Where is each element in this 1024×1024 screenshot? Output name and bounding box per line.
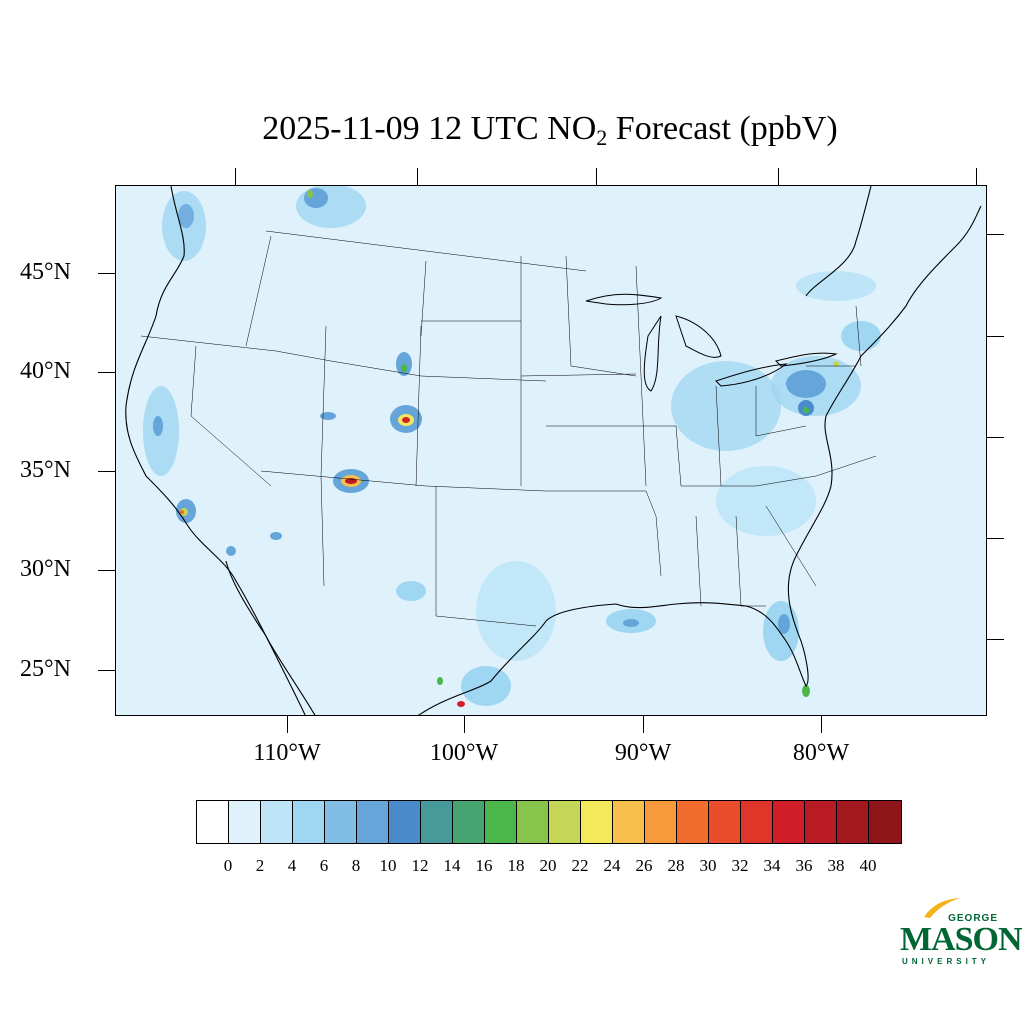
chart-title: 2025-11-09 12 UTC NO2 Forecast (ppbV)	[0, 110, 1024, 151]
colorbar-tick-label: 14	[443, 856, 461, 875]
colorbar-bin-1	[229, 801, 261, 843]
colorbar-tick-label: 40	[859, 856, 877, 875]
colorbar-tick-label: 36	[795, 856, 813, 875]
left-tick-4	[98, 570, 115, 571]
colorbar-tick-label: 16	[475, 856, 493, 875]
colorbar-bin-14	[645, 801, 677, 843]
colorbar-bin-4	[325, 801, 357, 843]
colorbar-bin-3	[293, 801, 325, 843]
title-prefix: 2025-11-09 12 UTC NO	[262, 110, 597, 147]
colorbar-bin-15	[677, 801, 709, 843]
colorbar-tick-label: 30	[699, 856, 717, 875]
bottom-tick-3	[643, 716, 644, 733]
top-tick-1	[235, 168, 236, 185]
plume-southeast	[716, 466, 816, 536]
title-subscript: 2	[596, 125, 608, 150]
colorbar-tick-label: 4	[287, 856, 297, 875]
colorbar-tick-label: 28	[667, 856, 685, 875]
colorbar-bin-6	[389, 801, 421, 843]
colorbar-bin-18	[773, 801, 805, 843]
colorbar-tick-label: 2	[255, 856, 265, 875]
left-tick-5	[98, 670, 115, 671]
right-tick-2	[987, 336, 1004, 337]
colorbar-bin-8	[453, 801, 485, 843]
colorbar-bin-17	[741, 801, 773, 843]
right-tick-4	[987, 538, 1004, 539]
colorbar-bin-11	[549, 801, 581, 843]
bottom-tick-2	[464, 716, 465, 733]
colorbar	[196, 800, 902, 844]
map-canvas	[125, 186, 982, 715]
plume-ohio-valley	[671, 361, 781, 451]
top-tick-3	[596, 168, 597, 185]
logo-swoosh-shape	[924, 898, 960, 918]
title-suffix: Forecast (ppbV)	[607, 110, 838, 147]
no2-map	[115, 185, 987, 716]
colorbar-tick-label: 32	[731, 856, 749, 875]
plume-texas	[476, 561, 556, 661]
colorbar-tick-label: 24	[603, 856, 621, 875]
colorbar-tick-label: 0	[223, 856, 233, 875]
colorbar-tick-label: 20	[539, 856, 557, 875]
colorbar-tick-label: 38	[827, 856, 845, 875]
colorbar-tick-label: 22	[571, 856, 589, 875]
right-tick-3	[987, 437, 1004, 438]
colorbar-bin-13	[613, 801, 645, 843]
george-mason-logo: GEORGE MASON UNIVERSITY	[896, 895, 1023, 975]
colorbar-bin-2	[261, 801, 293, 843]
lon-label-90: 90°W	[614, 740, 672, 766]
lat-label-25: 25°N	[20, 656, 71, 682]
bottom-tick-4	[821, 716, 822, 733]
right-tick-5	[987, 639, 1004, 640]
top-tick-4	[778, 168, 779, 185]
colorbar-bin-7	[421, 801, 453, 843]
concentration-field	[143, 186, 881, 707]
colorbar-tick-label: 26	[635, 856, 653, 875]
left-tick-3	[98, 471, 115, 472]
lat-label-30: 30°N	[20, 556, 71, 582]
left-tick-1	[98, 273, 115, 274]
colorbar-tick-label: 18	[507, 856, 525, 875]
great-lakes	[585, 293, 838, 392]
colorbar-bin-20	[837, 801, 869, 843]
colorbar-tick-label: 8	[351, 856, 361, 875]
lat-label-40: 40°N	[20, 358, 71, 384]
colorbar-tick-label: 6	[319, 856, 329, 875]
colorbar-bin-21	[869, 801, 901, 843]
right-tick-1	[987, 234, 1004, 235]
colorbar-bin-12	[581, 801, 613, 843]
logo-university: UNIVERSITY	[902, 957, 991, 966]
lon-label-100: 100°W	[429, 740, 499, 766]
colorbar-bin-9	[485, 801, 517, 843]
lon-label-110: 110°W	[253, 740, 321, 766]
colorbar-tick-label: 12	[411, 856, 429, 875]
top-tick-2	[417, 168, 418, 185]
coastline	[125, 186, 982, 715]
logo-mason: MASON	[900, 921, 1023, 958]
logo-swoosh-icon	[924, 898, 960, 918]
colorbar-tick-label: 10	[379, 856, 397, 875]
lon-label-80: 80°W	[792, 740, 850, 766]
lat-label-35: 35°N	[20, 457, 71, 483]
bottom-tick-1	[287, 716, 288, 733]
colorbar-bin-16	[709, 801, 741, 843]
colorbar-bin-5	[357, 801, 389, 843]
top-tick-5	[976, 168, 977, 185]
lat-label-45: 45°N	[20, 259, 71, 285]
left-tick-2	[98, 372, 115, 373]
logo-george: GEORGE	[948, 913, 998, 924]
colorbar-tick-label: 34	[763, 856, 781, 875]
colorbar-bin-10	[517, 801, 549, 843]
colorbar-bin-19	[805, 801, 837, 843]
colorbar-bin-0	[197, 801, 229, 843]
state-borders	[140, 230, 877, 627]
